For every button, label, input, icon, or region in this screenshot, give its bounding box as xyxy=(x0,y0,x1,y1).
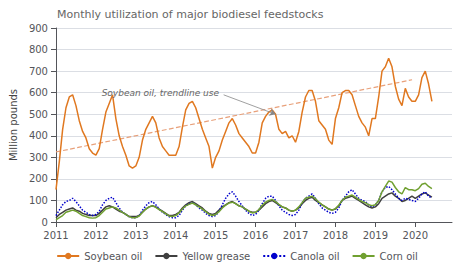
svg-text:2015: 2015 xyxy=(203,230,228,241)
svg-text:300: 300 xyxy=(29,152,48,163)
svg-text:2012: 2012 xyxy=(83,230,108,241)
svg-text:2014: 2014 xyxy=(163,230,188,241)
svg-text:Million pounds: Million pounds xyxy=(8,89,19,161)
svg-text:500: 500 xyxy=(29,109,48,120)
svg-text:700: 700 xyxy=(29,66,48,77)
svg-text:2016: 2016 xyxy=(243,230,268,241)
svg-text:Soybean oil: Soybean oil xyxy=(84,251,142,262)
svg-text:600: 600 xyxy=(29,87,48,98)
svg-text:400: 400 xyxy=(29,130,48,141)
svg-text:Corn oil: Corn oil xyxy=(380,251,418,262)
svg-text:Soybean oil, trendline use: Soybean oil, trendline use xyxy=(102,88,220,98)
svg-text:2019: 2019 xyxy=(363,230,388,241)
svg-text:100: 100 xyxy=(29,195,48,206)
svg-text:2013: 2013 xyxy=(123,230,148,241)
svg-text:Monthly utilization of major b: Monthly utilization of major biodiesel f… xyxy=(57,8,324,21)
svg-text:2017: 2017 xyxy=(283,230,308,241)
svg-text:2020: 2020 xyxy=(403,230,428,241)
svg-text:Yellow grease: Yellow grease xyxy=(181,251,250,262)
svg-text:2011: 2011 xyxy=(43,230,68,241)
svg-text:Canola oil: Canola oil xyxy=(290,251,339,262)
svg-text:2018: 2018 xyxy=(323,230,348,241)
svg-text:200: 200 xyxy=(29,173,48,184)
svg-text:0: 0 xyxy=(42,217,48,228)
svg-text:900: 900 xyxy=(29,23,48,34)
svg-text:800: 800 xyxy=(29,44,48,55)
